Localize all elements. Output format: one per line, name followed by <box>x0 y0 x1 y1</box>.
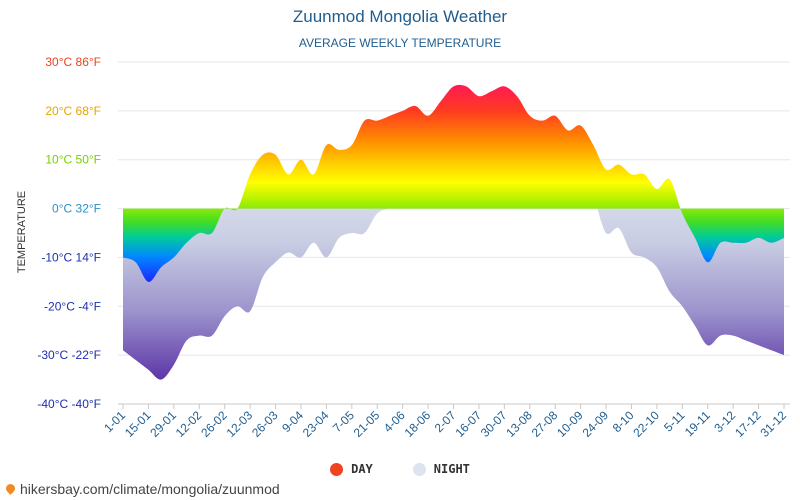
y-tick-label: -10°C 14°F <box>41 250 101 264</box>
source-text: hikersbay.com/climate/mongolia/zuunmod <box>20 481 280 497</box>
day-area <box>123 84 784 282</box>
legend-night-label: NIGHT <box>433 462 470 476</box>
x-tick-label: 24-09 <box>580 408 612 440</box>
legend-item-night[interactable]: NIGHT <box>412 462 470 476</box>
location-pin-icon <box>4 481 17 495</box>
x-tick-label: 18-06 <box>402 408 434 440</box>
x-tick-label: 10-09 <box>554 408 586 440</box>
y-axis-title: TEMPERATURE <box>16 191 28 273</box>
y-tick-label: -40°C -40°F <box>37 397 101 411</box>
y-tick-label: 10°C 50°F <box>45 153 101 167</box>
x-tick-label: 13-08 <box>503 408 535 440</box>
chart-legend: DAY NIGHT <box>0 462 800 476</box>
chart-title: Zuunmod Mongolia Weather <box>292 7 508 26</box>
night-area <box>123 154 784 380</box>
x-tick-label: 30-07 <box>478 408 510 440</box>
x-tick-label: 12-03 <box>224 408 256 440</box>
x-tick-label: 22-10 <box>630 408 662 440</box>
x-tick-label: 12-02 <box>173 408 205 440</box>
x-tick-label: 23-04 <box>300 408 332 440</box>
x-tick-label: 29-01 <box>147 408 179 440</box>
x-tick-label: 31-12 <box>758 408 790 440</box>
x-tick-label: 26-03 <box>249 408 281 440</box>
x-tick-label: 26-02 <box>198 408 230 440</box>
x-tick-label: 17-12 <box>732 408 764 440</box>
y-tick-label: 0°C 32°F <box>52 202 101 216</box>
legend-night-swatch <box>412 462 426 476</box>
x-tick-label: 27-08 <box>529 408 561 440</box>
source-link[interactable]: hikersbay.com/climate/mongolia/zuunmod <box>4 481 280 497</box>
x-tick-label: 16-07 <box>452 408 484 440</box>
chart-subtitle: AVERAGE WEEKLY TEMPERATURE <box>298 36 502 50</box>
y-tick-label: 20°C 68°F <box>45 104 101 118</box>
legend-item-day[interactable]: DAY <box>330 462 373 476</box>
legend-day-label: DAY <box>351 462 373 476</box>
x-tick-label: 21-05 <box>351 408 383 440</box>
legend-day-swatch <box>330 462 344 476</box>
y-tick-label: -20°C -4°F <box>44 299 101 313</box>
x-tick-label: 19-11 <box>682 408 713 439</box>
x-tick-label: 15-01 <box>122 408 154 440</box>
y-tick-label: -30°C -22°F <box>37 348 101 362</box>
y-tick-label: 30°C 86°F <box>45 55 101 69</box>
